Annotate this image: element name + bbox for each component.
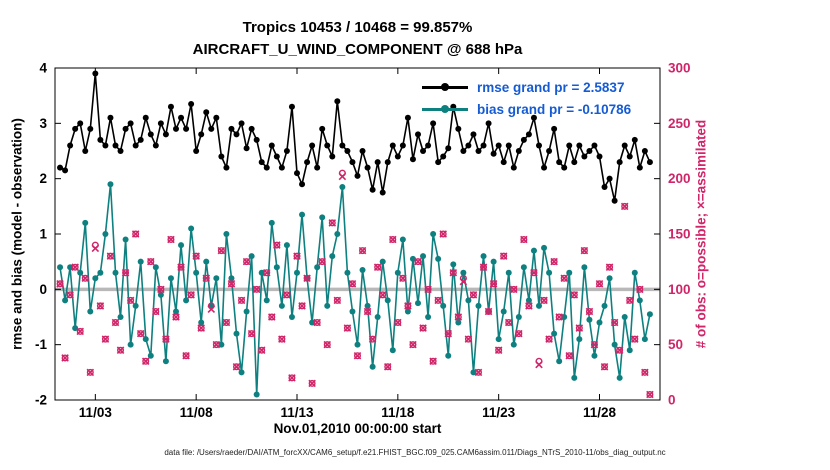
svg-text:4: 4 xyxy=(39,61,47,76)
svg-text:0: 0 xyxy=(39,282,47,297)
left-y-axis-label: rmse and bias (model - observation) xyxy=(9,118,25,350)
legend-label-rmse: rmse grand pr = 2.5837 xyxy=(477,80,625,95)
legend-row-rmse: rmse grand pr = 2.5837 xyxy=(422,80,631,95)
svg-text:11/23: 11/23 xyxy=(482,405,516,420)
title-line-2: AIRCRAFT_U_WIND_COMPONENT @ 688 hPa xyxy=(192,41,523,58)
svg-text:-2: -2 xyxy=(35,393,47,408)
x-axis-label: Nov.01,2010 00:00:00 start xyxy=(273,421,442,436)
data-file-caption: data file: /Users/raeder/DAI/ATM_forcXX/… xyxy=(164,448,666,457)
svg-text:11/28: 11/28 xyxy=(583,405,617,420)
right-y-axis-label: # of obs: o=possible; ×=assimilated xyxy=(693,119,709,349)
svg-text:150: 150 xyxy=(668,227,691,242)
legend-row-bias: bias grand pr = -0.10786 xyxy=(422,102,631,117)
svg-text:-1: -1 xyxy=(35,337,47,352)
legend-line-sample-rmse xyxy=(422,83,468,92)
svg-text:11/08: 11/08 xyxy=(180,405,214,420)
svg-text:11/18: 11/18 xyxy=(381,405,415,420)
svg-text:3: 3 xyxy=(39,116,47,131)
legend-label-bias: bias grand pr = -0.10786 xyxy=(477,102,632,117)
svg-text:1: 1 xyxy=(39,227,47,242)
svg-text:300: 300 xyxy=(668,61,691,76)
svg-text:0: 0 xyxy=(668,393,676,408)
title-line-1: Tropics 10453 / 10468 = 99.857% xyxy=(242,19,473,36)
legend-line-sample-bias xyxy=(422,105,468,114)
svg-text:11/03: 11/03 xyxy=(79,405,113,420)
svg-text:2: 2 xyxy=(39,171,47,186)
svg-text:11/13: 11/13 xyxy=(280,405,314,420)
svg-text:200: 200 xyxy=(668,171,691,186)
legend: rmse grand pr = 2.5837 bias grand pr = -… xyxy=(422,80,631,117)
svg-text:100: 100 xyxy=(668,282,691,297)
svg-text:250: 250 xyxy=(668,116,691,131)
svg-text:50: 50 xyxy=(668,337,683,352)
